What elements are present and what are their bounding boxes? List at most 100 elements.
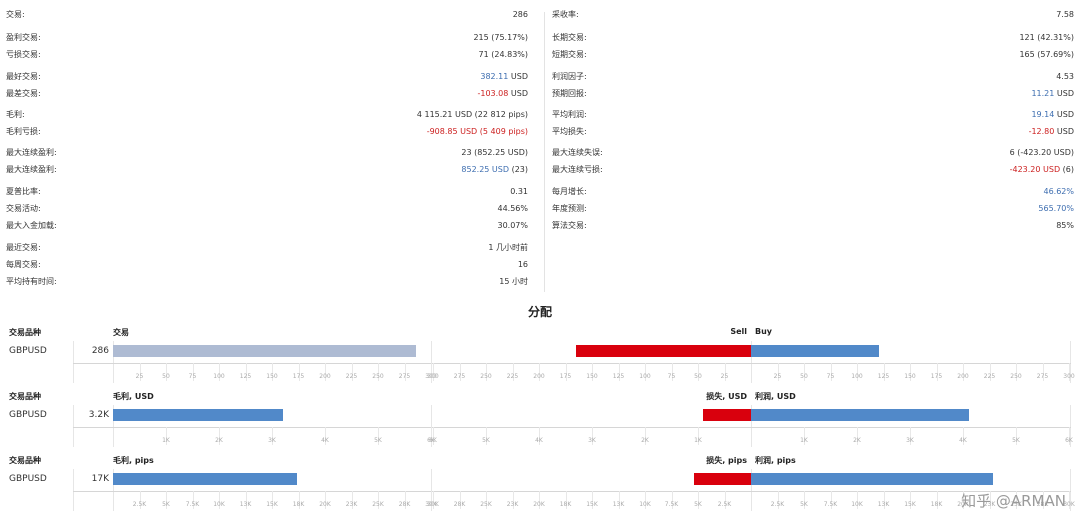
tick-label: 5K bbox=[482, 437, 490, 444]
tick-label: 300 bbox=[1063, 373, 1075, 380]
tick-mark bbox=[298, 491, 300, 509]
grid-line bbox=[431, 341, 432, 383]
tick-label: 125 bbox=[612, 373, 625, 380]
tick-mark bbox=[272, 491, 273, 509]
sell-bar bbox=[702, 409, 751, 421]
stat-row: 最大连续亏损: -423.20 USD (6) bbox=[552, 163, 1074, 177]
tick-mark bbox=[192, 491, 194, 509]
tick-label: 175 bbox=[292, 373, 305, 380]
tick-mark bbox=[804, 491, 805, 509]
tick-label: 25 bbox=[773, 373, 782, 380]
symbol-total: 17K bbox=[91, 474, 109, 484]
grid-line bbox=[1070, 405, 1071, 447]
stat-value: -12.80 USD bbox=[1029, 125, 1074, 139]
tick-mark bbox=[671, 363, 673, 381]
tick-label: 4K bbox=[959, 437, 967, 444]
tick-label: 6K bbox=[427, 437, 435, 444]
left-chart-title: 毛利, USD bbox=[113, 392, 154, 401]
stat-value: -103.08 USD bbox=[477, 87, 528, 101]
stat-row: 交易活动: 44.56% bbox=[6, 202, 528, 216]
axis-line bbox=[73, 491, 1071, 492]
stat-row: 毛利亏损: -908.85 USD (5 409 pips) bbox=[6, 125, 528, 139]
tick-mark bbox=[910, 427, 911, 445]
right-chart-right-title: 利润, pips bbox=[755, 456, 796, 465]
tick-mark bbox=[539, 427, 540, 445]
tick-label: 250 bbox=[372, 373, 384, 380]
symbol-header: 交易品种 bbox=[9, 392, 41, 401]
tick-label: 250 bbox=[1010, 373, 1022, 380]
tick-label: 100 bbox=[213, 373, 225, 380]
tick-mark bbox=[139, 363, 141, 381]
stat-value: 16 bbox=[518, 258, 528, 272]
stat-label: 年度预测: bbox=[552, 204, 587, 213]
watermark: 知乎 @ARMAN bbox=[961, 492, 1066, 510]
tick-mark bbox=[592, 363, 593, 381]
stat-value: 286 bbox=[513, 8, 528, 22]
grid-line bbox=[113, 405, 114, 447]
stat-row: 平均持有时间: 15 小时 bbox=[6, 275, 528, 289]
tick-label: 150 bbox=[266, 373, 278, 380]
tick-label: 15K bbox=[904, 501, 916, 508]
tick-label: 50 bbox=[694, 373, 702, 380]
tick-label: 2K bbox=[853, 437, 861, 444]
tick-mark bbox=[378, 363, 379, 381]
tick-mark bbox=[378, 491, 379, 509]
grid-line bbox=[751, 469, 752, 511]
tick-mark bbox=[539, 363, 540, 381]
tick-label: 125 bbox=[877, 373, 890, 380]
left-chart-title: 毛利, pips bbox=[113, 456, 154, 465]
tick-mark bbox=[245, 363, 247, 381]
tick-mark bbox=[272, 427, 273, 445]
tick-label: 200 bbox=[533, 373, 545, 380]
tick-mark bbox=[777, 491, 779, 509]
tick-mark bbox=[245, 491, 247, 509]
stat-row: 最大连续盈利: 852.25 USD (23) bbox=[6, 163, 528, 177]
tick-mark bbox=[910, 363, 911, 381]
tick-label: 200 bbox=[957, 373, 969, 380]
tick-label: 10K bbox=[851, 501, 863, 508]
stat-value: -423.20 USD (6) bbox=[1010, 163, 1074, 177]
tick-label: 50 bbox=[800, 373, 808, 380]
tick-label: 13K bbox=[612, 501, 625, 508]
tick-label: 175 bbox=[559, 373, 572, 380]
tick-label: 25K bbox=[372, 501, 384, 508]
left-bar bbox=[113, 345, 417, 357]
stat-row: 短期交易: 165 (57.69%) bbox=[552, 48, 1074, 62]
stat-value-main: 215 (75.17%) bbox=[473, 33, 528, 42]
tick-mark bbox=[166, 363, 167, 381]
distribution-block: 交易品种 交易 Sell Buy GBPUSD 286 25 50 75 100 125 150 175… bbox=[0, 327, 1080, 387]
stat-label: 盈利交易: bbox=[6, 33, 41, 42]
tick-mark bbox=[618, 491, 620, 509]
tick-mark bbox=[804, 363, 805, 381]
stat-value: 23 (852.25 USD) bbox=[461, 146, 528, 160]
stat-value: 1 几小时前 bbox=[488, 241, 528, 255]
tick-mark bbox=[698, 427, 699, 445]
stat-value-main: 15 小时 bbox=[499, 277, 528, 286]
tick-label: 275 bbox=[1036, 373, 1049, 380]
right-chart-right-title: 利润, USD bbox=[755, 392, 796, 401]
tick-mark bbox=[433, 363, 434, 381]
stat-row: 盈利交易: 215 (75.17%) bbox=[6, 31, 528, 45]
tick-label: 7.5K bbox=[664, 501, 679, 508]
stat-value-main: 11.21 bbox=[1031, 89, 1055, 98]
tick-mark bbox=[1069, 363, 1070, 381]
tick-mark bbox=[936, 363, 938, 381]
stat-row: 年度预测: 565.70% bbox=[552, 202, 1074, 216]
stat-value: 565.70% bbox=[1038, 202, 1074, 216]
tick-mark bbox=[431, 427, 432, 445]
stat-label: 夏普比率: bbox=[6, 187, 41, 196]
stat-value: 0.31 bbox=[510, 185, 528, 199]
tick-label: 30K bbox=[427, 501, 439, 508]
stat-value-main: 85% bbox=[1056, 221, 1074, 230]
stat-value: 44.56% bbox=[497, 202, 528, 216]
tick-label: 20K bbox=[957, 501, 969, 508]
stat-value-main: -12.80 bbox=[1028, 127, 1055, 136]
stat-label: 最大连续盈利: bbox=[6, 165, 57, 174]
stat-value-main: 16 bbox=[517, 260, 528, 269]
stat-label: 最大入金加载: bbox=[6, 221, 57, 230]
symbol-total: 286 bbox=[91, 346, 109, 356]
tick-mark bbox=[963, 363, 964, 381]
buy-bar bbox=[751, 345, 880, 357]
tick-mark bbox=[1042, 491, 1044, 509]
stat-value: 165 (57.69%) bbox=[1019, 48, 1074, 62]
